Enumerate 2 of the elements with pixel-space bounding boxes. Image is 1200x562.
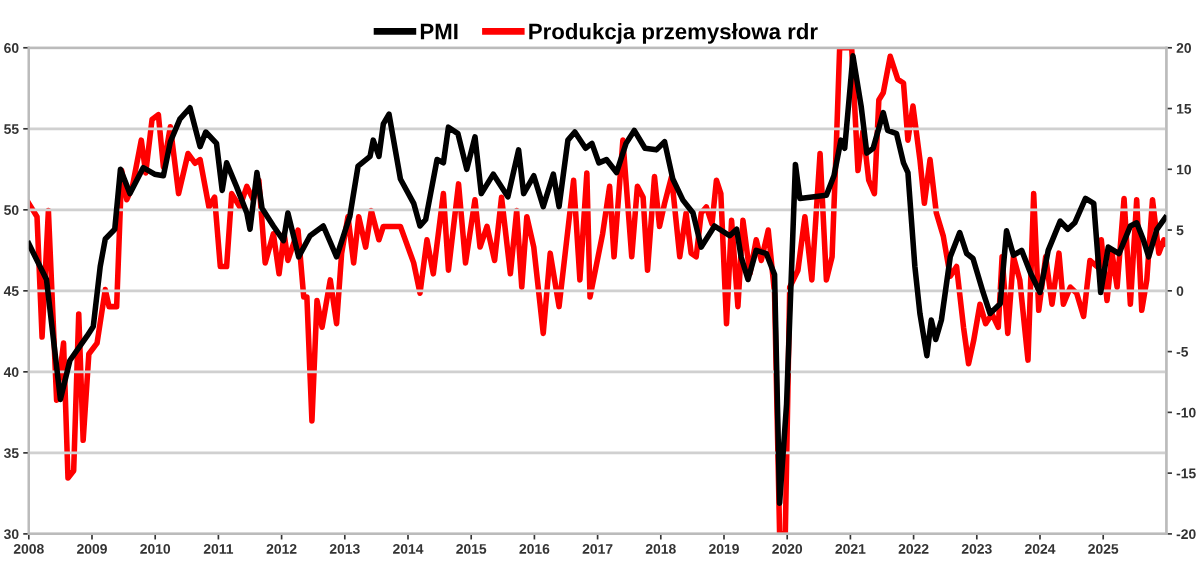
legend-label: Produkcja przemysłowa rdr [529,23,818,44]
legend-label: PMI [420,23,458,40]
